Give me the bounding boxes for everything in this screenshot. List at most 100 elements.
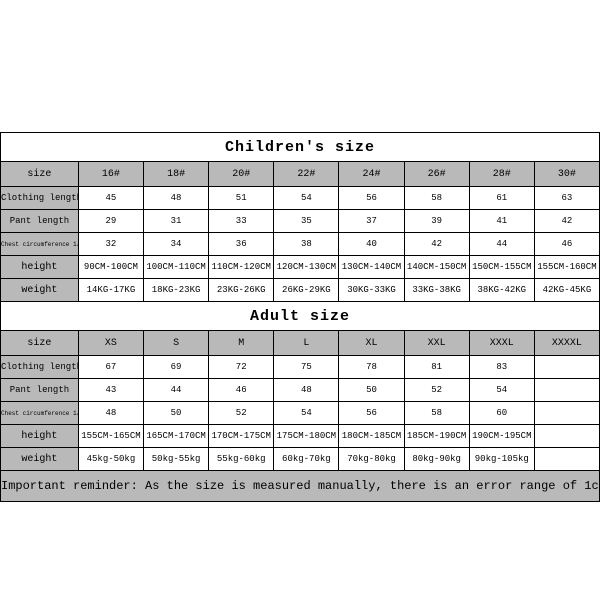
children-cell: 58	[404, 187, 469, 210]
children-cell: 31	[144, 210, 209, 233]
children-col-header: 16#	[78, 162, 143, 187]
children-cell: 42KG-45KG	[534, 279, 599, 302]
adult-cell	[534, 356, 599, 379]
children-row-label: Clothing length	[1, 187, 79, 210]
children-row-label: Pant length	[1, 210, 79, 233]
adult-cell: 81	[404, 356, 469, 379]
adult-cell: 48	[78, 402, 143, 425]
children-cell: 26KG-29KG	[274, 279, 339, 302]
children-cell: 90CM-100CM	[78, 256, 143, 279]
children-cell: 150CM-155CM	[469, 256, 534, 279]
adult-col-header: XS	[78, 331, 143, 356]
adult-cell: 83	[469, 356, 534, 379]
children-cell: 42	[534, 210, 599, 233]
adult-cell: 43	[78, 379, 143, 402]
adult-col-header: XL	[339, 331, 404, 356]
children-cell: 63	[534, 187, 599, 210]
adult-cell: 56	[339, 402, 404, 425]
children-cell: 155CM-160CM	[534, 256, 599, 279]
children-cell: 42	[404, 233, 469, 256]
size-chart-table: Children's sizesize16#18#20#22#24#26#28#…	[0, 132, 600, 502]
children-cell: 120CM-130CM	[274, 256, 339, 279]
adult-cell: 70kg-80kg	[339, 448, 404, 471]
children-col-header: 26#	[404, 162, 469, 187]
adult-cell: 52	[209, 402, 274, 425]
adult-row-label: Clothing length	[1, 356, 79, 379]
children-cell: 56	[339, 187, 404, 210]
children-row-label: height	[1, 256, 79, 279]
children-cell: 36	[209, 233, 274, 256]
adult-col-header: S	[144, 331, 209, 356]
adult-cell: 48	[274, 379, 339, 402]
reminder-text: Important reminder: As the size is measu…	[1, 471, 600, 502]
children-cell: 48	[144, 187, 209, 210]
children-cell: 34	[144, 233, 209, 256]
children-cell: 33KG-38KG	[404, 279, 469, 302]
children-cell: 37	[339, 210, 404, 233]
adult-cell: 54	[274, 402, 339, 425]
children-label-header: size	[1, 162, 79, 187]
children-row-label: Chest circumference 1/2	[1, 233, 79, 256]
adult-col-header: XXL	[404, 331, 469, 356]
children-cell: 61	[469, 187, 534, 210]
adult-cell: 170CM-175CM	[209, 425, 274, 448]
children-col-header: 22#	[274, 162, 339, 187]
adult-cell: 52	[404, 379, 469, 402]
adult-cell	[534, 379, 599, 402]
adult-cell: 78	[339, 356, 404, 379]
adult-row-label: height	[1, 425, 79, 448]
children-cell: 18KG-23KG	[144, 279, 209, 302]
children-cell: 140CM-150CM	[404, 256, 469, 279]
children-cell: 41	[469, 210, 534, 233]
adult-cell: 50	[339, 379, 404, 402]
children-col-header: 28#	[469, 162, 534, 187]
children-cell: 40	[339, 233, 404, 256]
children-cell: 39	[404, 210, 469, 233]
children-cell: 100CM-110CM	[144, 256, 209, 279]
adult-cell: 185CM-190CM	[404, 425, 469, 448]
adult-cell: 190CM-195CM	[469, 425, 534, 448]
children-row-label: weight	[1, 279, 79, 302]
children-cell: 54	[274, 187, 339, 210]
children-col-header: 18#	[144, 162, 209, 187]
adult-cell: 180CM-185CM	[339, 425, 404, 448]
children-cell: 45	[78, 187, 143, 210]
children-cell: 46	[534, 233, 599, 256]
adult-cell: 80kg-90kg	[404, 448, 469, 471]
children-cell: 130CM-140CM	[339, 256, 404, 279]
children-cell: 30KG-33KG	[339, 279, 404, 302]
adult-row-label: Pant length	[1, 379, 79, 402]
adult-cell: 72	[209, 356, 274, 379]
children-title: Children's size	[1, 133, 600, 162]
adult-cell: 50kg-55kg	[144, 448, 209, 471]
children-col-header: 24#	[339, 162, 404, 187]
children-cell: 14KG-17KG	[78, 279, 143, 302]
children-cell: 38	[274, 233, 339, 256]
adult-cell: 165CM-170CM	[144, 425, 209, 448]
adult-cell: 175CM-180CM	[274, 425, 339, 448]
adult-cell: 67	[78, 356, 143, 379]
children-cell: 51	[209, 187, 274, 210]
children-cell: 35	[274, 210, 339, 233]
children-col-header: 20#	[209, 162, 274, 187]
adult-cell: 44	[144, 379, 209, 402]
adult-cell: 55kg-60kg	[209, 448, 274, 471]
adult-cell: 50	[144, 402, 209, 425]
children-cell: 44	[469, 233, 534, 256]
children-cell: 33	[209, 210, 274, 233]
children-cell: 29	[78, 210, 143, 233]
adult-cell	[534, 425, 599, 448]
adult-title: Adult size	[1, 302, 600, 331]
adult-cell: 60	[469, 402, 534, 425]
children-cell: 23KG-26KG	[209, 279, 274, 302]
adult-row-label: weight	[1, 448, 79, 471]
children-cell: 110CM-120CM	[209, 256, 274, 279]
adult-row-label: Chest circumference 1/2	[1, 402, 79, 425]
adult-label-header: size	[1, 331, 79, 356]
children-cell: 32	[78, 233, 143, 256]
adult-cell: 58	[404, 402, 469, 425]
adult-cell: 90kg-105kg	[469, 448, 534, 471]
adult-col-header: L	[274, 331, 339, 356]
adult-cell: 46	[209, 379, 274, 402]
adult-cell: 75	[274, 356, 339, 379]
